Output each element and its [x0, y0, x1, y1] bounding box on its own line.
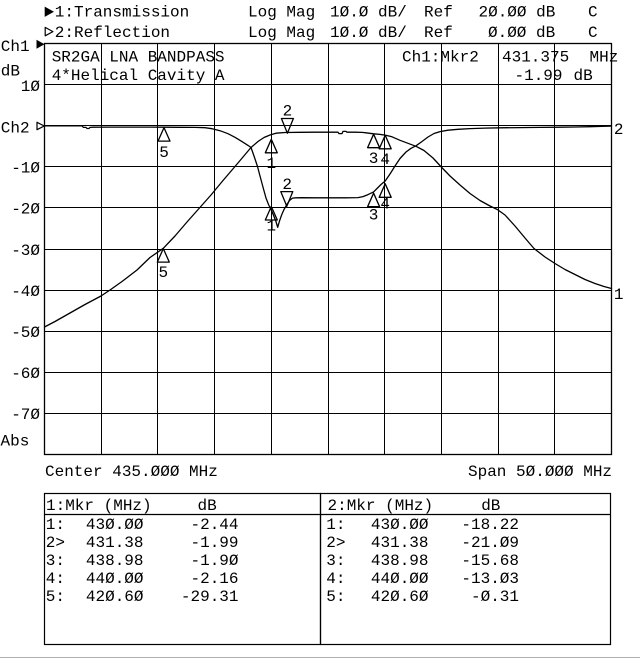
- svg-text:-29.31: -29.31: [181, 588, 239, 606]
- svg-text:Ch2: Ch2: [1, 119, 30, 137]
- svg-text:dB: dB: [1, 63, 20, 81]
- svg-text:-15.68: -15.68: [461, 552, 519, 570]
- svg-text:1:: 1:: [326, 516, 345, 534]
- svg-text:-2.16: -2.16: [190, 570, 238, 588]
- svg-text:dB: dB: [481, 497, 500, 515]
- svg-text:3: 3: [369, 150, 379, 168]
- svg-text:-3Ø: -3Ø: [11, 242, 40, 260]
- svg-text:Center 435.ØØØ MHz: Center 435.ØØØ MHz: [45, 463, 218, 481]
- svg-text:-6Ø: -6Ø: [11, 365, 40, 383]
- svg-text:4*Helical Cavity A: 4*Helical Cavity A: [52, 67, 225, 85]
- svg-text:-21.Ø9: -21.Ø9: [461, 534, 519, 552]
- svg-text:3:: 3:: [326, 552, 345, 570]
- svg-text:-1.99: -1.99: [190, 534, 238, 552]
- svg-text:1:Mkr (MHz): 1:Mkr (MHz): [46, 497, 152, 515]
- svg-text:-1.9Ø: -1.9Ø: [190, 552, 238, 570]
- svg-text:42Ø.6Ø: 42Ø.6Ø: [371, 588, 429, 606]
- svg-text:2:Reflection: 2:Reflection: [55, 24, 170, 42]
- svg-text:4: 4: [380, 196, 390, 214]
- svg-text:44Ø.ØØ: 44Ø.ØØ: [86, 570, 144, 588]
- svg-text:Ref: Ref: [424, 3, 453, 21]
- svg-text:1Ø.Ø dB/: 1Ø.Ø dB/: [330, 3, 407, 21]
- svg-text:3:: 3:: [46, 552, 65, 570]
- svg-text:4: 4: [380, 151, 390, 169]
- svg-text:4:: 4:: [326, 570, 345, 588]
- svg-text:2:Mkr (MHz): 2:Mkr (MHz): [328, 497, 434, 515]
- svg-text:1: 1: [266, 218, 276, 236]
- svg-text:dB: dB: [198, 497, 217, 515]
- svg-text:C: C: [588, 24, 598, 42]
- svg-text:Ref: Ref: [424, 24, 453, 42]
- svg-text:-4Ø: -4Ø: [11, 283, 40, 301]
- svg-text:2>: 2>: [326, 534, 345, 552]
- svg-text:-7Ø: -7Ø: [11, 406, 40, 424]
- svg-text:2: 2: [614, 121, 624, 139]
- svg-text:2>: 2>: [46, 534, 65, 552]
- svg-text:44Ø.ØØ: 44Ø.ØØ: [371, 570, 429, 588]
- svg-text:431.375: 431.375: [502, 49, 569, 67]
- svg-text:C: C: [588, 3, 598, 21]
- svg-text:dB: dB: [574, 67, 593, 85]
- svg-text:2Ø.ØØ dB: 2Ø.ØØ dB: [479, 3, 556, 21]
- svg-text:-1.99: -1.99: [515, 67, 563, 85]
- svg-text:42Ø.6Ø: 42Ø.6Ø: [86, 588, 144, 606]
- svg-text:43Ø.ØØ: 43Ø.ØØ: [86, 516, 144, 534]
- svg-text:1: 1: [266, 155, 276, 173]
- svg-text:5: 5: [158, 264, 168, 282]
- svg-text:MHz: MHz: [590, 49, 619, 67]
- svg-text:Ø.ØØ dB: Ø.ØØ dB: [488, 24, 555, 42]
- svg-text:4:: 4:: [46, 570, 65, 588]
- svg-text:431.38: 431.38: [86, 534, 144, 552]
- svg-text:Abs: Abs: [1, 433, 30, 451]
- svg-text:Ch1:Mkr2: Ch1:Mkr2: [402, 49, 479, 67]
- svg-text:438.98: 438.98: [371, 552, 429, 570]
- svg-text:Log Mag: Log Mag: [248, 3, 315, 21]
- svg-text:431.38: 431.38: [371, 534, 429, 552]
- svg-text:-2Ø: -2Ø: [11, 201, 40, 219]
- svg-text:Span 5Ø.ØØØ MHz: Span 5Ø.ØØØ MHz: [468, 463, 612, 481]
- svg-text:5:: 5:: [46, 588, 65, 606]
- svg-text:43Ø.ØØ: 43Ø.ØØ: [371, 516, 429, 534]
- svg-text:3: 3: [369, 207, 379, 225]
- svg-text:1Ø.Ø dB/: 1Ø.Ø dB/: [330, 24, 407, 42]
- svg-text:1:Transmission: 1:Transmission: [55, 3, 189, 21]
- svg-text:-13.Ø3: -13.Ø3: [461, 570, 519, 588]
- svg-text:-5Ø: -5Ø: [11, 324, 40, 342]
- svg-text:-2.44: -2.44: [190, 516, 238, 534]
- svg-text:2: 2: [282, 176, 292, 194]
- svg-text:1:: 1:: [46, 516, 65, 534]
- svg-text:2: 2: [283, 103, 293, 121]
- svg-text:5: 5: [159, 144, 169, 162]
- svg-text:-18.22: -18.22: [461, 516, 519, 534]
- svg-text:1Ø: 1Ø: [21, 78, 41, 96]
- svg-text:SR2GA LNA BANDPASS: SR2GA LNA BANDPASS: [52, 49, 225, 67]
- svg-text:1: 1: [614, 286, 624, 304]
- svg-text:Ch1: Ch1: [1, 38, 30, 56]
- svg-text:438.98: 438.98: [86, 552, 144, 570]
- svg-text:-1Ø: -1Ø: [11, 160, 40, 178]
- svg-text:5:: 5:: [326, 588, 345, 606]
- svg-text:-Ø.31: -Ø.31: [471, 588, 519, 606]
- svg-text:Log Mag: Log Mag: [248, 24, 315, 42]
